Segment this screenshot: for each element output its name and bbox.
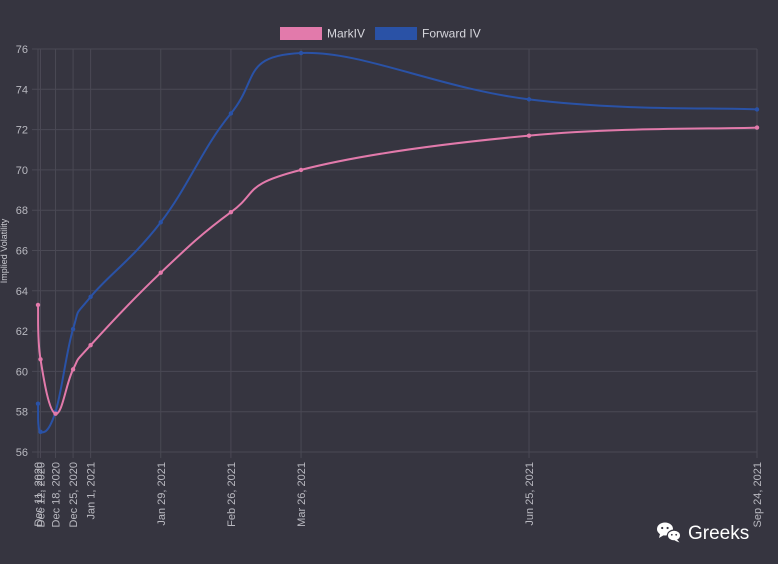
- data-point-forward-iv[interactable]: [754, 107, 760, 112]
- x-tick-label: Jan 1, 2021: [86, 462, 98, 520]
- y-axis-ticks: 56 58 60 62 64 66 68 70 72 74 76: [16, 44, 28, 459]
- legend[interactable]: MarkIV Forward IV: [280, 27, 481, 41]
- data-point-forward-iv[interactable]: [298, 50, 304, 56]
- watermark-text: Greeks: [688, 523, 749, 544]
- x-tick-label: Jun 25, 2021: [524, 462, 536, 526]
- y-tick-label: 72: [16, 125, 28, 137]
- data-point-forward-iv[interactable]: [158, 220, 163, 225]
- y-axis-title: Implied Volatility: [0, 218, 9, 283]
- y-tick-label: 70: [16, 165, 28, 177]
- y-tick-label: 66: [16, 246, 28, 258]
- data-point-markiv[interactable]: [298, 167, 304, 173]
- x-tick-label: Dec 18, 2020: [51, 462, 63, 527]
- data-point-forward-iv[interactable]: [88, 294, 93, 300]
- legend-swatch: [375, 27, 418, 40]
- series-markiv: [35, 125, 760, 416]
- series-line-forward-iv: [37, 51, 758, 434]
- series-forward-iv: [35, 50, 760, 435]
- x-tick-label: Feb 26, 2021: [226, 462, 238, 527]
- y-tick-label: 64: [16, 286, 28, 298]
- y-tick-label: 56: [16, 447, 28, 459]
- legend-item-forward-iv[interactable]: Forward IV: [375, 27, 481, 41]
- x-tick-label: Dec 12, 2020: [36, 462, 48, 527]
- grid-lines: [32, 48, 758, 458]
- data-point-forward-iv[interactable]: [228, 111, 234, 116]
- x-tick-label: Jan 29, 2021: [156, 462, 168, 526]
- legend-label: Forward IV: [422, 27, 481, 41]
- legend-swatch: [280, 27, 322, 40]
- series-group: [35, 50, 760, 435]
- y-tick-label: 60: [16, 366, 28, 378]
- y-tick-label: 58: [16, 407, 28, 419]
- series-line-markiv: [37, 126, 758, 415]
- legend-label: MarkIV: [327, 27, 365, 41]
- data-point-markiv[interactable]: [158, 270, 163, 275]
- data-point-markiv[interactable]: [53, 411, 58, 416]
- data-point-forward-iv[interactable]: [35, 401, 41, 406]
- data-point-markiv[interactable]: [70, 367, 76, 372]
- y-tick-label: 62: [16, 326, 28, 338]
- data-point-markiv[interactable]: [88, 343, 93, 348]
- data-point-forward-iv[interactable]: [70, 326, 76, 332]
- data-point-forward-iv[interactable]: [526, 97, 532, 102]
- y-tick-label: 68: [16, 205, 28, 217]
- data-point-markiv[interactable]: [754, 125, 760, 130]
- x-tick-label: Mar 26, 2021: [296, 462, 308, 527]
- data-point-markiv[interactable]: [526, 133, 532, 138]
- x-tick-label: Dec 25, 2020: [68, 462, 80, 527]
- x-tick-label: Sep 24, 2021: [752, 462, 764, 527]
- legend-item-markiv[interactable]: MarkIV: [280, 27, 365, 41]
- watermark: Greeks: [657, 522, 749, 544]
- wechat-icon: [657, 522, 682, 543]
- y-tick-label: 76: [16, 44, 28, 56]
- data-point-forward-iv[interactable]: [38, 429, 43, 435]
- data-point-markiv[interactable]: [38, 357, 43, 362]
- data-point-markiv[interactable]: [35, 302, 41, 308]
- y-tick-label: 74: [16, 84, 28, 96]
- data-point-markiv[interactable]: [228, 210, 234, 215]
- x-tick-label: Dec 11, 2020: [33, 462, 45, 527]
